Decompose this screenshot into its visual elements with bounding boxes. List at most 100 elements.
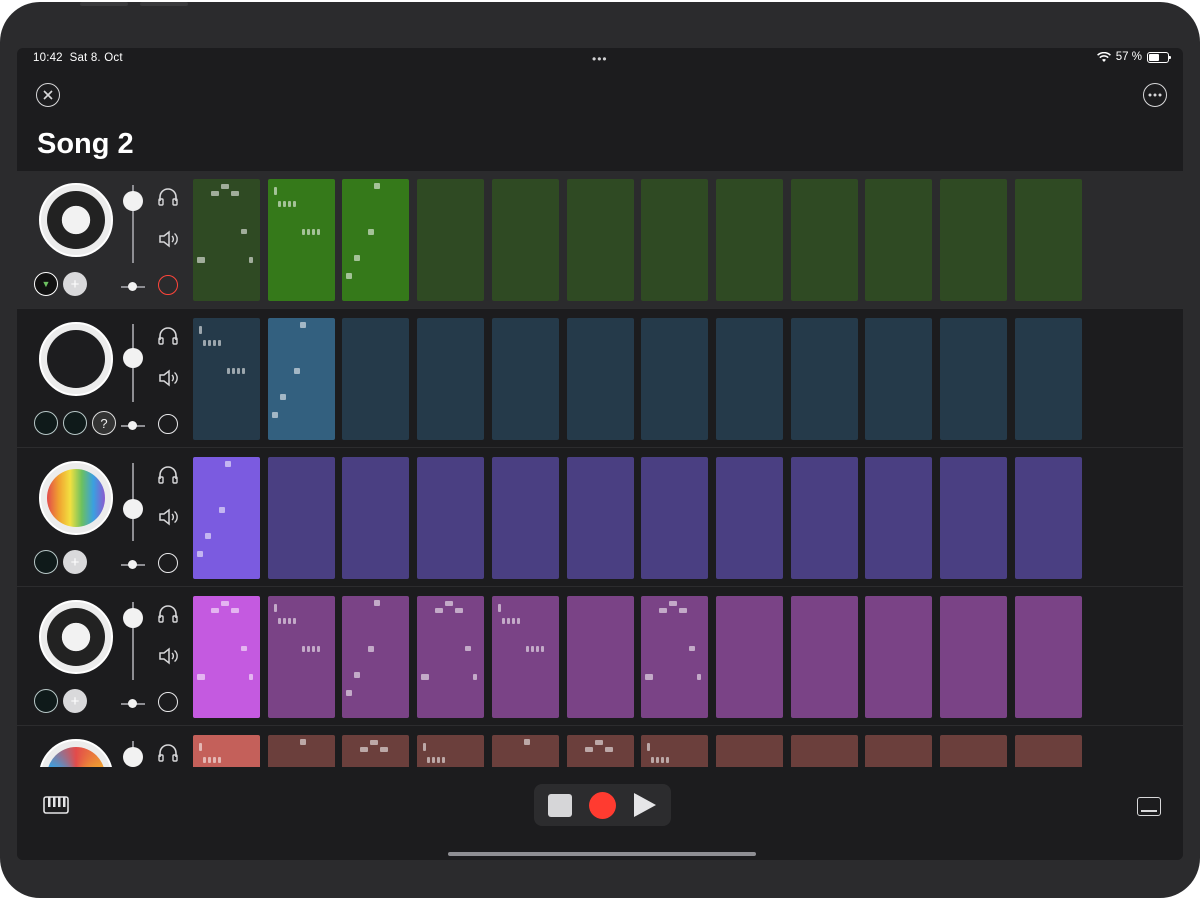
clip-cell[interactable]	[267, 457, 335, 579]
knob-icon[interactable]	[34, 689, 58, 713]
record-arm-button[interactable]	[158, 414, 178, 434]
knob-icon[interactable]	[34, 411, 58, 435]
vhs-icon[interactable]	[39, 461, 113, 535]
clip-cell[interactable]	[566, 735, 634, 767]
clip-cell[interactable]	[790, 596, 858, 718]
clip-cell[interactable]	[641, 596, 709, 718]
clip-cell[interactable]	[193, 318, 260, 440]
record-arm-button[interactable]	[158, 553, 178, 573]
volume-slider[interactable]	[132, 185, 134, 263]
clip-cell[interactable]	[267, 596, 335, 718]
clip-cell[interactable]	[193, 457, 260, 579]
clip-cell[interactable]	[342, 318, 410, 440]
clip-cell[interactable]	[1014, 318, 1082, 440]
track-row-4[interactable]: +	[17, 588, 1183, 726]
clip-cell[interactable]	[267, 318, 335, 440]
clip-cell[interactable]	[940, 318, 1007, 440]
clip-cell[interactable]	[193, 179, 260, 301]
clip-cell[interactable]	[940, 457, 1007, 579]
volume-slider-handle[interactable]	[123, 607, 143, 628]
clip-cell[interactable]	[865, 596, 933, 718]
clip-cell[interactable]	[940, 735, 1007, 767]
speaker-icon[interactable]	[157, 229, 179, 249]
volume-slider-handle[interactable]	[123, 348, 143, 369]
record-button[interactable]	[589, 792, 616, 819]
volume-slider-handle[interactable]	[123, 190, 143, 211]
clip-cell[interactable]	[790, 179, 858, 301]
clip-cell[interactable]	[865, 735, 933, 767]
clip-cell[interactable]	[790, 318, 858, 440]
record-arm-button[interactable]	[158, 275, 178, 295]
plus-icon[interactable]: +	[63, 689, 87, 713]
clip-cell[interactable]	[566, 457, 634, 579]
clip-cell[interactable]	[417, 318, 485, 440]
clip-cell[interactable]	[641, 457, 709, 579]
pan-slider-handle[interactable]	[128, 560, 137, 569]
clip-cell[interactable]	[193, 596, 260, 718]
clip-cell[interactable]	[940, 596, 1007, 718]
headphones-icon[interactable]	[157, 465, 179, 485]
clip-cell[interactable]	[641, 735, 709, 767]
ear-icon[interactable]: ?	[92, 411, 116, 435]
more-options-button[interactable]	[1143, 83, 1167, 107]
piano-icon[interactable]	[39, 600, 113, 674]
home-indicator[interactable]	[448, 852, 756, 856]
synth-icon[interactable]	[39, 183, 113, 257]
clip-cell[interactable]	[491, 179, 559, 301]
clip-cell[interactable]	[491, 457, 559, 579]
stop-button[interactable]	[548, 794, 572, 817]
rainbow-icon[interactable]	[39, 739, 113, 767]
filter-icon[interactable]: ▼	[34, 272, 58, 296]
clip-cell[interactable]	[865, 179, 933, 301]
clip-cell[interactable]	[715, 457, 783, 579]
close-button[interactable]	[36, 83, 60, 107]
clip-cell[interactable]	[566, 179, 634, 301]
volume-slider-handle[interactable]	[123, 498, 143, 519]
clip-cell[interactable]	[641, 318, 709, 440]
play-button[interactable]	[634, 793, 656, 817]
headphones-icon[interactable]	[157, 743, 179, 763]
clip-cell[interactable]	[193, 735, 260, 767]
clip-cell[interactable]	[940, 179, 1007, 301]
clip-cell[interactable]	[267, 179, 335, 301]
clip-cell[interactable]	[865, 318, 933, 440]
clip-cell[interactable]	[641, 179, 709, 301]
volume-slider[interactable]	[132, 602, 134, 680]
headphones-icon[interactable]	[157, 604, 179, 624]
knob-icon[interactable]	[34, 550, 58, 574]
plus-icon[interactable]: +	[63, 550, 87, 574]
clip-cell[interactable]	[417, 457, 485, 579]
panel-toggle-button[interactable]	[1137, 797, 1161, 816]
clip-cell[interactable]	[491, 735, 559, 767]
clip-cell[interactable]	[491, 596, 559, 718]
plus-icon[interactable]: +	[63, 272, 87, 296]
clip-cell[interactable]	[1014, 735, 1082, 767]
headphones-icon[interactable]	[157, 326, 179, 346]
track-row-3[interactable]: +	[17, 449, 1183, 587]
pan-slider-handle[interactable]	[128, 421, 137, 430]
keyboard-icon[interactable]	[43, 796, 69, 814]
clip-cell[interactable]	[342, 457, 410, 579]
clip-cell[interactable]	[342, 596, 410, 718]
clip-cell[interactable]	[1014, 457, 1082, 579]
clip-cell[interactable]	[342, 179, 410, 301]
knob-icon[interactable]	[63, 411, 87, 435]
clip-cell[interactable]	[566, 318, 634, 440]
track-row-5[interactable]	[17, 727, 1183, 767]
clip-cell[interactable]	[342, 735, 410, 767]
headphones-icon[interactable]	[157, 187, 179, 207]
volume-slider-handle[interactable]	[123, 746, 143, 767]
clip-cell[interactable]	[267, 735, 335, 767]
shield-icon[interactable]	[39, 322, 113, 396]
clip-cell[interactable]	[417, 179, 485, 301]
clip-cell[interactable]	[715, 318, 783, 440]
clip-cell[interactable]	[715, 179, 783, 301]
track-row-2[interactable]: ?	[17, 310, 1183, 448]
clip-cell[interactable]	[790, 735, 858, 767]
clip-cell[interactable]	[417, 735, 485, 767]
clip-cell[interactable]	[790, 457, 858, 579]
clip-cell[interactable]	[417, 596, 485, 718]
clip-cell[interactable]	[865, 457, 933, 579]
record-arm-button[interactable]	[158, 692, 178, 712]
clip-cell[interactable]	[1014, 596, 1082, 718]
